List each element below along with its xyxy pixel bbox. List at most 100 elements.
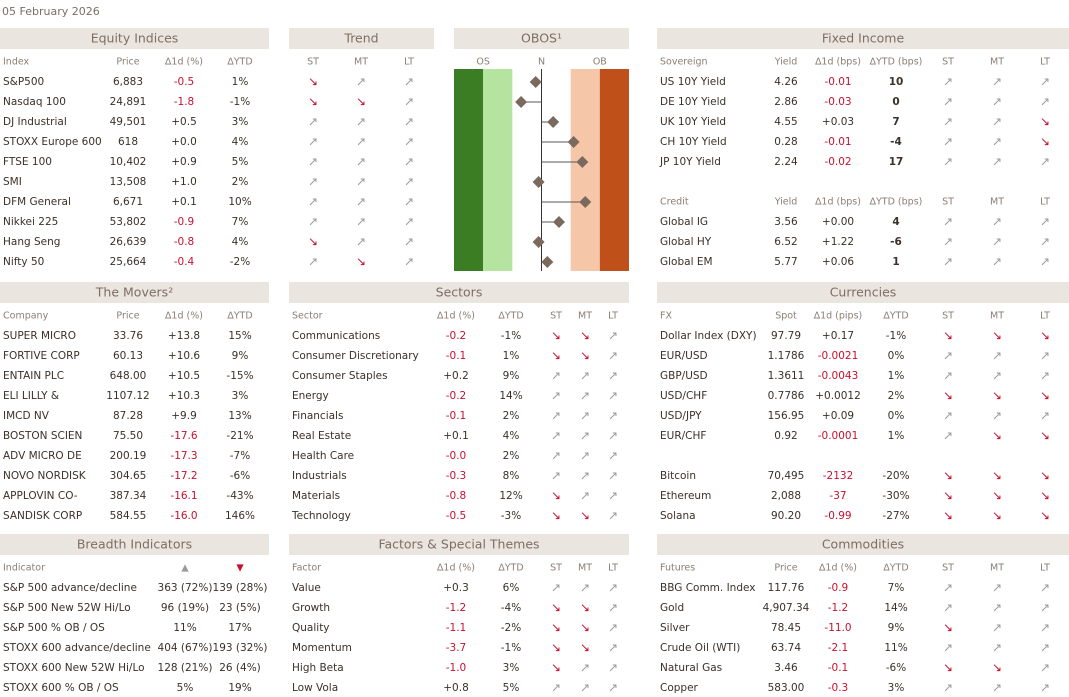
cell: -16.1 — [170, 490, 197, 502]
cell: -0.0 — [446, 450, 467, 462]
cell: ↘ — [551, 349, 561, 363]
cell: ↗ — [992, 235, 1002, 249]
cell: ↗ — [608, 329, 618, 343]
obos-band — [483, 69, 513, 271]
column-header: LT — [608, 311, 618, 322]
cell: Silver — [660, 622, 690, 634]
column-header: ▲ — [181, 563, 189, 574]
column-header: ∆1d (%) — [164, 311, 203, 322]
panel-title: Trend — [343, 31, 378, 46]
cell: 96 (19%) — [161, 602, 209, 614]
cell: ↗ — [356, 75, 366, 89]
cell: GBP/USD — [660, 370, 708, 382]
cell: FTSE 100 — [3, 156, 52, 168]
cell: 1107.12 — [106, 390, 149, 402]
cell: Solana — [660, 510, 696, 522]
cell: -17.6 — [170, 430, 197, 442]
cell: ↘ — [580, 641, 590, 655]
cell: Global IG — [660, 216, 708, 228]
cell: 618 — [118, 136, 138, 148]
cell: ↘ — [1040, 115, 1050, 129]
column-header: Credit — [660, 197, 689, 208]
obos-marker — [547, 116, 560, 128]
cell: -17.3 — [170, 450, 197, 462]
cell: 26,639 — [110, 236, 147, 248]
cell: Dollar Index (DXY) — [660, 330, 757, 342]
cell: -27% — [882, 510, 909, 522]
column-header: ∆YTD (bps) — [869, 197, 923, 208]
cell: ↗ — [404, 135, 414, 149]
cell: ↘ — [551, 489, 561, 503]
cell: ↗ — [580, 469, 590, 483]
cell: +0.2 — [443, 370, 469, 382]
cell: -0.8 — [446, 490, 467, 502]
cell: -0.9 — [174, 216, 195, 228]
cell: ↗ — [992, 601, 1002, 615]
cell: ↗ — [580, 369, 590, 383]
cell: -0.0043 — [818, 370, 859, 382]
cell: ↗ — [308, 215, 318, 229]
cell: ↗ — [580, 449, 590, 463]
cell: ↗ — [580, 489, 590, 503]
cell: ↘ — [580, 509, 590, 523]
cell: S&P 500 New 52W Hi/Lo — [3, 602, 131, 614]
cell: ↗ — [551, 449, 561, 463]
cell: 4,907.34 — [763, 602, 810, 614]
cell: ↘ — [1040, 329, 1050, 343]
cell: -2% — [501, 622, 521, 634]
cell: Real Estate — [292, 430, 351, 442]
cell: 2,088 — [771, 490, 801, 502]
cell: ↗ — [608, 681, 618, 695]
cell: 33.76 — [113, 330, 143, 342]
cell: ↗ — [551, 409, 561, 423]
cell: ↗ — [356, 235, 366, 249]
cell: ↗ — [608, 661, 618, 675]
cell: 2.86 — [774, 96, 798, 108]
column-header: Futures — [660, 563, 695, 574]
obos-label: N — [538, 57, 545, 68]
report-date: 05 February 2026 — [2, 5, 100, 18]
panel-title: Commodities — [822, 537, 904, 552]
cell: +0.1 — [443, 430, 469, 442]
cell: Technology — [291, 510, 351, 522]
column-header: MT — [990, 57, 1004, 68]
panel-header-bar — [289, 282, 629, 303]
column-header: Price — [116, 57, 139, 68]
cell: ↗ — [943, 409, 953, 423]
cell: 10 — [889, 76, 904, 88]
cell: Health Care — [292, 450, 354, 462]
cell: ↘ — [1040, 389, 1050, 403]
cell: 6,883 — [113, 76, 143, 88]
cell: 75.50 — [113, 430, 143, 442]
cell: -0.1 — [446, 350, 467, 362]
cell: +10.3 — [168, 390, 200, 402]
cell: ADV MICRO DE — [3, 450, 82, 462]
cell: Ethereum — [660, 490, 711, 502]
cell: 3.46 — [774, 662, 798, 674]
cell: -0.5 — [446, 510, 467, 522]
cell: 1.3611 — [768, 370, 805, 382]
cell: ↘ — [1040, 489, 1050, 503]
cell: Gold — [660, 602, 684, 614]
cell: 10,402 — [110, 156, 147, 168]
cell: DE 10Y Yield — [660, 96, 726, 108]
cell: ↗ — [308, 115, 318, 129]
column-header: Yield — [774, 57, 798, 68]
cell: UK 10Y Yield — [660, 116, 726, 128]
cell: 19% — [228, 682, 251, 694]
cell: 78.45 — [771, 622, 801, 634]
cell: 3% — [503, 662, 520, 674]
cell: -1.2 — [446, 602, 467, 614]
cell: 3% — [888, 682, 905, 694]
cell: -1.1 — [446, 622, 467, 634]
cell: 117.76 — [768, 582, 805, 594]
cell: ↘ — [943, 661, 953, 675]
cell: -4% — [501, 602, 521, 614]
column-header: MT — [578, 311, 592, 322]
cell: ↗ — [551, 429, 561, 443]
column-header: LT — [1040, 197, 1050, 208]
cell: ↗ — [404, 215, 414, 229]
cell: ↗ — [943, 601, 953, 615]
cell: ↗ — [1040, 255, 1050, 269]
cell: ELI LILLY & — [3, 390, 59, 402]
